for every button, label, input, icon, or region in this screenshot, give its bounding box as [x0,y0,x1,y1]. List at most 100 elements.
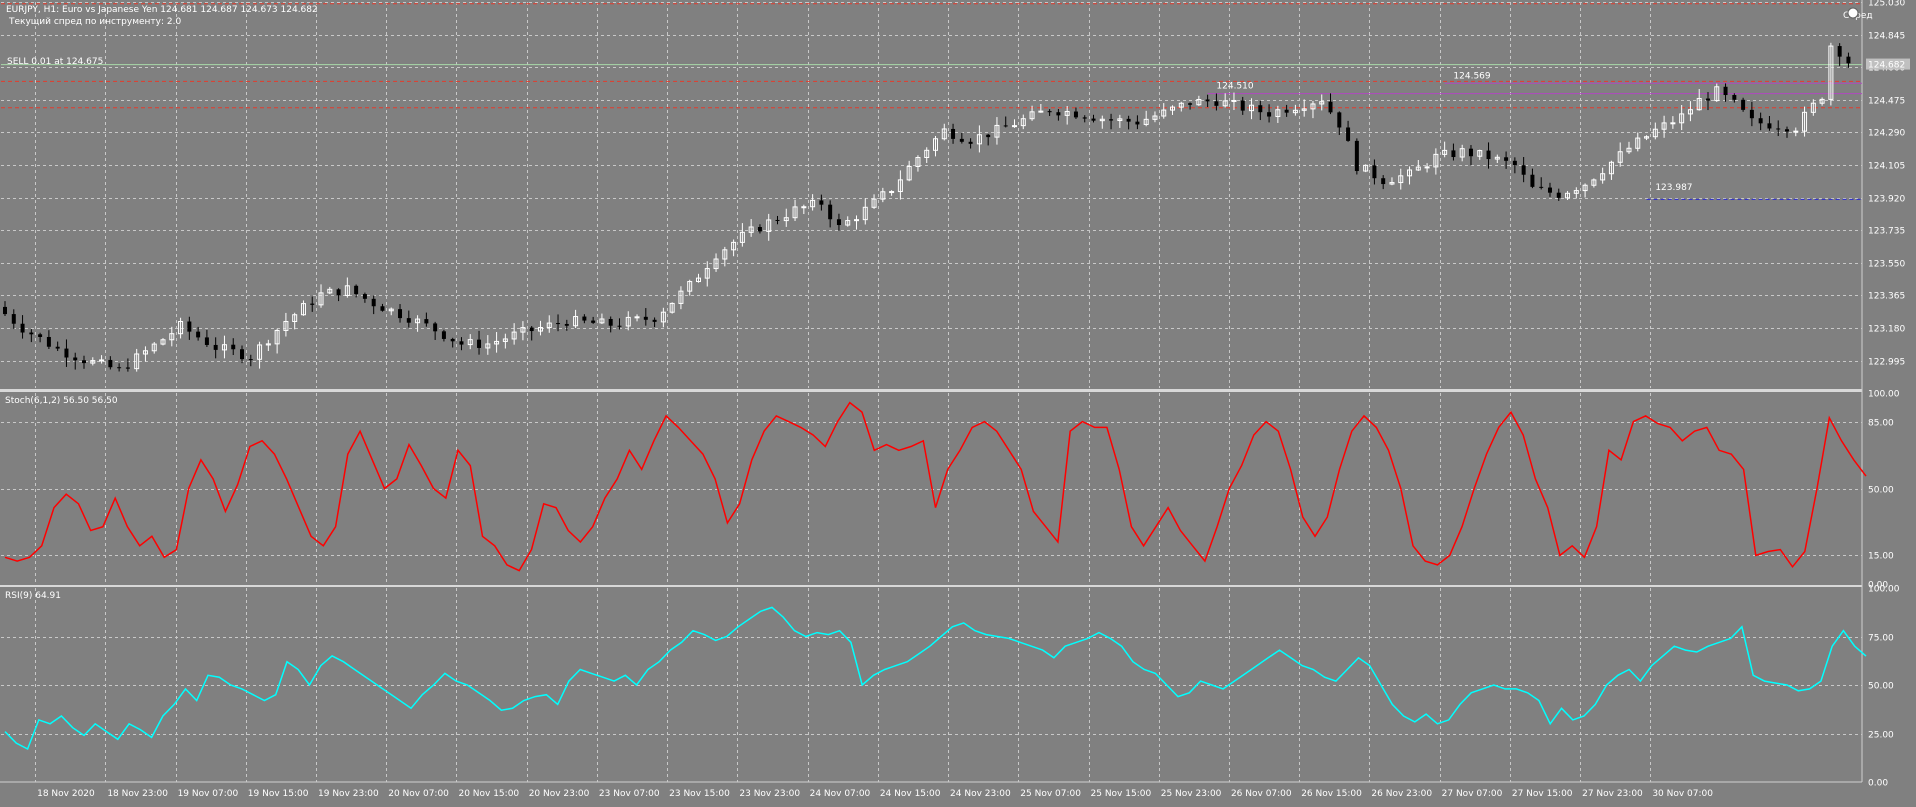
candle-body [29,332,34,335]
pane-separator[interactable] [0,585,1862,587]
indicator-axis-tick: 0.00 [1868,581,1888,591]
candle-body [204,337,209,345]
candle-body [1319,101,1325,105]
candle-body [853,219,859,222]
indicator-axis-tick: 25.00 [1868,731,1894,741]
indicator-axis-tick: 100.00 [1868,390,1900,400]
candle-body [1539,186,1544,188]
candle-body [467,339,473,346]
candle-body [1802,111,1808,132]
candle-body [1196,99,1202,106]
indicator-axis-tick: 0.00 [1868,779,1888,789]
candle-body [1284,109,1289,113]
candle-body [1652,128,1658,138]
candle-body [1310,103,1316,110]
pane-separator[interactable] [0,389,1862,392]
candle-body [502,338,508,342]
price-axis-tick: 123.735 [1868,227,1905,237]
candle-body [1161,109,1167,117]
indicator-axis-tick: 50.00 [1868,486,1894,496]
time-axis-tick: 18 Nov 23:00 [107,789,168,799]
candle-body [292,314,298,322]
candle-body [1591,179,1597,186]
candle-body [1696,98,1702,111]
spread-indicator-icon[interactable] [1847,7,1859,19]
candle-body [64,348,69,358]
candle-body [1565,192,1571,199]
candle-body [134,353,140,370]
candle-body [556,323,561,325]
candle-body [1635,137,1641,149]
candle-body [494,340,500,345]
time-axis-tick: 23 Nov 07:00 [599,789,660,799]
candle-body [775,219,780,221]
candle-body [889,191,895,194]
candle-body [20,323,25,333]
time-axis-tick: 25 Nov 07:00 [1020,789,1081,799]
candle-body [1512,160,1517,166]
indicator-title: RSI(9) 64.91 [5,591,61,601]
spread-indicator-label: Спред [1843,11,1873,21]
candle-body [1029,111,1035,120]
candle-body [1064,111,1070,116]
candle-body [1793,130,1799,133]
candle-body [1530,174,1535,187]
candle-body [1582,184,1588,192]
indicator-axis-tick: 15.00 [1868,552,1894,562]
candle-body [1415,166,1421,171]
price-axis-tick: 124.290 [1868,129,1905,139]
candle-body [108,359,113,368]
candle-body [169,333,175,341]
candle-body [213,344,218,350]
candle-body [433,323,438,332]
trade-line-label: SELL 0.01 at 124.675 [7,57,103,67]
candle-body [924,149,930,158]
candle-body [1608,161,1614,175]
candle-body [73,357,78,361]
candle-body [828,204,833,220]
candle-body [459,341,464,345]
candle-body [1346,127,1351,141]
candle-body [695,277,701,283]
candle-body [1741,99,1746,110]
candle-body [1714,86,1720,102]
time-axis-tick: 23 Nov 23:00 [739,789,800,799]
candle-body [300,303,306,316]
candle-body [1828,45,1834,100]
candle-body [546,322,552,328]
candle-body [1178,102,1184,108]
candle-body [1372,165,1377,179]
candle-body [178,320,184,335]
candle-body [1459,148,1465,158]
time-axis-tick: 19 Nov 07:00 [178,789,239,799]
candle-body [274,329,280,345]
candle-body [1249,104,1255,112]
candle-body [142,350,148,355]
candle-body [704,268,710,279]
candle-body [906,165,912,181]
candle-body [1767,123,1772,129]
candle-body [792,206,798,219]
candle-body [336,289,341,296]
candle-body [3,306,7,315]
candle-body [537,326,543,332]
candle-body [362,294,367,299]
price-axis-tick: 122.995 [1868,358,1905,368]
candle-body [1109,119,1114,121]
candle-body [1486,150,1491,160]
candle-body [713,258,719,270]
level-label: 123.987 [1655,183,1692,193]
candle-body [1670,122,1676,125]
candle-body [1617,151,1623,163]
candle-body [1143,118,1149,125]
candle-body [986,134,991,138]
candle-body [46,336,51,347]
candle-body [1258,105,1263,113]
candle-body [415,318,421,324]
candle-body [1301,108,1307,111]
candle-body [1056,112,1061,116]
candle-body [669,302,675,313]
candle-body [520,327,526,333]
